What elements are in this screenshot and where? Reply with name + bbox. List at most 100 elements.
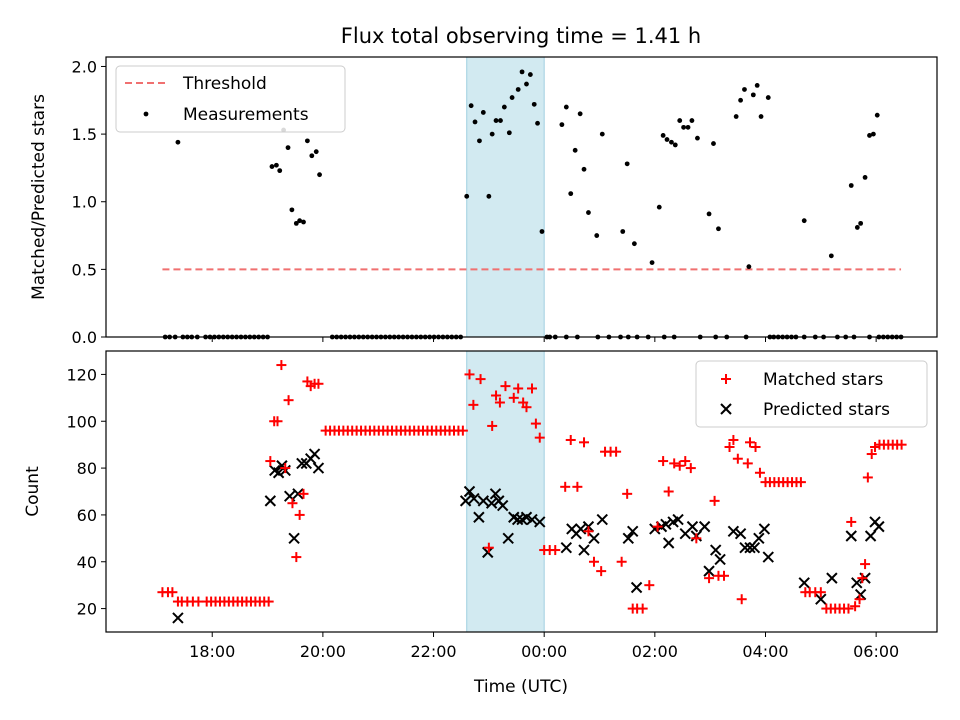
measurement-point bbox=[489, 131, 495, 137]
predicted-marker bbox=[489, 488, 502, 500]
predicted-stroke bbox=[854, 588, 867, 601]
panel-ratio: 0.0 0.5 1.0 1.5 2.0 Matched/Predicted stars Th… bbox=[29, 56, 938, 347]
matched-marker bbox=[854, 594, 865, 605]
legend-threshold-label: Threshold bbox=[182, 74, 267, 94]
predicted-stroke bbox=[489, 488, 502, 500]
predicted-marker bbox=[686, 520, 699, 533]
matched-marker bbox=[669, 458, 680, 469]
predicted-marker bbox=[482, 546, 494, 559]
axes-frame bbox=[105, 56, 938, 338]
predicted-marker bbox=[511, 513, 524, 526]
measurement-point bbox=[572, 147, 578, 153]
measurement-point bbox=[758, 114, 764, 119]
measurement-point bbox=[309, 153, 315, 159]
matched-marker bbox=[294, 509, 305, 520]
predicted-marker bbox=[662, 537, 675, 549]
predicted-stroke bbox=[709, 544, 722, 556]
predicted-stroke bbox=[748, 541, 761, 554]
predicted-stroke bbox=[459, 495, 472, 507]
matched-marker bbox=[596, 566, 607, 577]
predicted-stroke bbox=[485, 497, 498, 509]
matched-marker bbox=[611, 446, 622, 457]
matched-marker bbox=[680, 456, 691, 467]
predicted-stroke bbox=[508, 511, 520, 523]
predicted-stroke bbox=[744, 541, 756, 554]
measurement-point bbox=[689, 118, 695, 123]
matched-marker bbox=[742, 458, 753, 469]
measurement-point bbox=[480, 110, 486, 115]
measurement-point bbox=[685, 124, 691, 130]
predicted-stroke bbox=[463, 485, 476, 498]
predicted-marker bbox=[698, 520, 711, 533]
predicted-marker bbox=[468, 492, 480, 505]
measurement-point bbox=[867, 133, 872, 138]
measurement-point bbox=[695, 135, 700, 141]
measurement-point bbox=[716, 226, 721, 232]
predicted-stroke bbox=[672, 513, 684, 526]
predicted-marker bbox=[630, 581, 643, 594]
legend-predicted-label: Predicted stars bbox=[763, 400, 890, 420]
y-tick-label: 80 bbox=[77, 459, 97, 478]
predicted-marker bbox=[851, 577, 863, 589]
matched-marker bbox=[728, 434, 739, 445]
matched-marker bbox=[724, 442, 735, 453]
matched-marker bbox=[457, 425, 468, 436]
predicted-stroke bbox=[826, 572, 838, 584]
predicted-stroke bbox=[574, 523, 587, 535]
matched-marker bbox=[644, 580, 655, 591]
matched-marker bbox=[500, 381, 511, 392]
matched-marker bbox=[487, 420, 498, 431]
x-tick-label: 04:00 bbox=[742, 642, 788, 661]
legend-box bbox=[115, 65, 346, 133]
legend-box bbox=[695, 360, 928, 428]
predicted-stroke bbox=[758, 523, 771, 535]
predicted-marker bbox=[288, 532, 300, 545]
matched-marker bbox=[550, 545, 561, 556]
predicted-stroke bbox=[292, 488, 304, 500]
measurement-point bbox=[874, 112, 880, 118]
matched-marker bbox=[704, 573, 715, 584]
predicted-marker bbox=[703, 565, 715, 577]
matched-marker bbox=[468, 399, 479, 410]
x-tick-label: 20:00 bbox=[300, 642, 346, 661]
predicted-stroke bbox=[703, 565, 715, 577]
matched-marker bbox=[846, 516, 857, 527]
matched-marker bbox=[565, 434, 576, 445]
measurement-point bbox=[711, 141, 716, 146]
matched-marker bbox=[866, 449, 877, 460]
matched-marker bbox=[583, 526, 594, 537]
matched-marker bbox=[263, 596, 274, 607]
predicted-marker bbox=[854, 588, 867, 601]
measurement-point bbox=[464, 193, 470, 199]
predicted-stroke bbox=[873, 520, 885, 533]
y-axis-label: Count bbox=[23, 466, 43, 517]
matched-marker bbox=[896, 439, 907, 450]
measurement-point bbox=[581, 166, 587, 172]
predicted-stroke bbox=[473, 511, 485, 523]
measurement-point bbox=[746, 264, 752, 270]
measurement-point bbox=[301, 219, 306, 225]
predicted-stroke bbox=[526, 513, 538, 526]
measurement-point bbox=[624, 161, 630, 167]
predicted-marker bbox=[296, 457, 308, 470]
measurement-point bbox=[677, 118, 683, 123]
legend: Threshold Measurements bbox=[115, 65, 346, 133]
predicted-stroke bbox=[264, 495, 277, 507]
matched-marker bbox=[658, 456, 669, 467]
matched-marker bbox=[843, 603, 854, 614]
measurement-point bbox=[563, 104, 569, 110]
predicted-marker bbox=[308, 448, 321, 460]
predicted-stroke bbox=[662, 537, 675, 549]
measurement-point bbox=[664, 137, 670, 142]
y-tick-label: 60 bbox=[77, 506, 97, 525]
predicted-marker bbox=[485, 497, 498, 509]
measurement-point bbox=[501, 104, 507, 110]
highlight-span bbox=[466, 56, 545, 338]
predicted-stroke bbox=[762, 551, 774, 563]
measurement-point bbox=[317, 172, 322, 178]
predicted-stroke bbox=[511, 513, 524, 526]
matched-marker bbox=[709, 495, 720, 506]
measurement-point bbox=[854, 225, 860, 230]
matched-marker bbox=[652, 521, 663, 532]
matched-marker bbox=[754, 467, 765, 478]
